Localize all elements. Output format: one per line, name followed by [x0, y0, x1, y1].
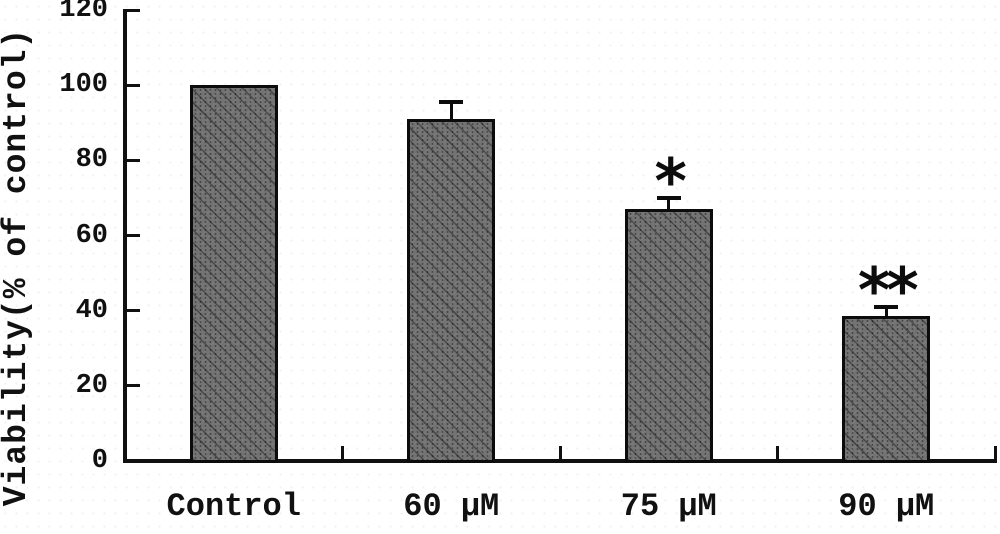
y-tick-mark: [127, 384, 140, 388]
x-tick-label: Control: [166, 488, 301, 525]
bar-Control: [189, 85, 278, 463]
y-axis-title: Viability(% of control): [0, 27, 35, 507]
y-tick-label: 120: [59, 0, 108, 25]
x-tick-mark: [341, 446, 344, 459]
y-tick-mark: [127, 158, 140, 162]
error-bar-cap: [439, 100, 464, 105]
y-tick-mark: [127, 83, 140, 87]
x-axis-line: [123, 459, 997, 463]
error-bar-stem: [449, 102, 453, 119]
significance-marker: *: [654, 144, 687, 218]
x-tick-label: 60 μM: [403, 488, 500, 525]
x-tick-mark: [776, 446, 779, 459]
y-axis-line: [123, 9, 127, 463]
y-tick-label: 0: [91, 446, 108, 476]
x-tick-label: 90 μM: [838, 488, 935, 525]
error-bar-stem: [667, 197, 671, 210]
bar-75 μM: [624, 209, 713, 463]
x-tick-mark: [558, 446, 562, 459]
y-tick-label: 20: [75, 370, 108, 401]
error-bar-cap: [656, 195, 681, 200]
bar-60 μM: [407, 118, 496, 463]
y-tick-label: 100: [59, 70, 108, 101]
y-tick-label: 60: [75, 220, 108, 251]
y-tick-label: 80: [75, 145, 108, 176]
y-tick-mark: [127, 8, 140, 12]
y-tick-mark: [127, 309, 140, 313]
x-tick-mark: [993, 446, 997, 459]
error-bar-cap: [874, 304, 899, 309]
y-tick-label: 40: [75, 295, 108, 326]
error-bar-stem: [884, 306, 888, 317]
y-tick-mark: [127, 234, 140, 237]
y-tick-mark: [127, 459, 140, 463]
significance-marker: **: [857, 253, 919, 327]
bar-90 μM: [842, 316, 931, 463]
x-tick-label: 75 μM: [620, 488, 717, 525]
